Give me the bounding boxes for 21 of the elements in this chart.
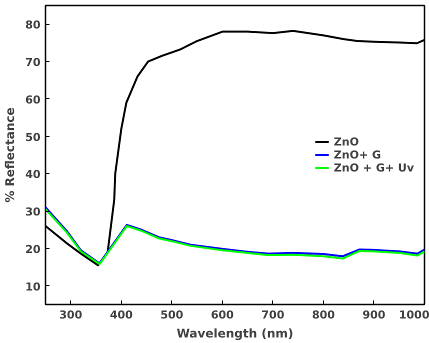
y-tick-label: 40 <box>25 168 41 182</box>
x-tick-label: 700 <box>261 308 285 322</box>
y-tick-label: 30 <box>25 206 41 219</box>
y-tick-label: 70 <box>25 56 41 70</box>
x-tick-label: 1000 <box>398 308 429 322</box>
legend-label: ZnO+ G <box>334 148 382 161</box>
y-tick-label: 10 <box>25 280 41 294</box>
legend-label: ZnO <box>334 135 359 148</box>
y-tick-label: 60 <box>25 93 41 106</box>
y-tick-label: 80 <box>25 18 41 32</box>
y-axis-title: % Reflectance <box>3 107 18 203</box>
x-tick-label: 900 <box>362 308 386 322</box>
x-tick-label: 300 <box>59 308 83 322</box>
x-tick-label: 400 <box>110 308 134 322</box>
y-tick-label: 20 <box>25 242 41 256</box>
x-tick-label: 500 <box>160 308 184 322</box>
y-tick-label: 50 <box>25 130 41 144</box>
x-tick-label: 600 <box>210 308 234 322</box>
x-tick-label: 800 <box>312 308 336 322</box>
x-axis-title: Wavelength (nm) <box>176 326 294 340</box>
legend-label: ZnO + G+ Uv <box>334 161 414 174</box>
